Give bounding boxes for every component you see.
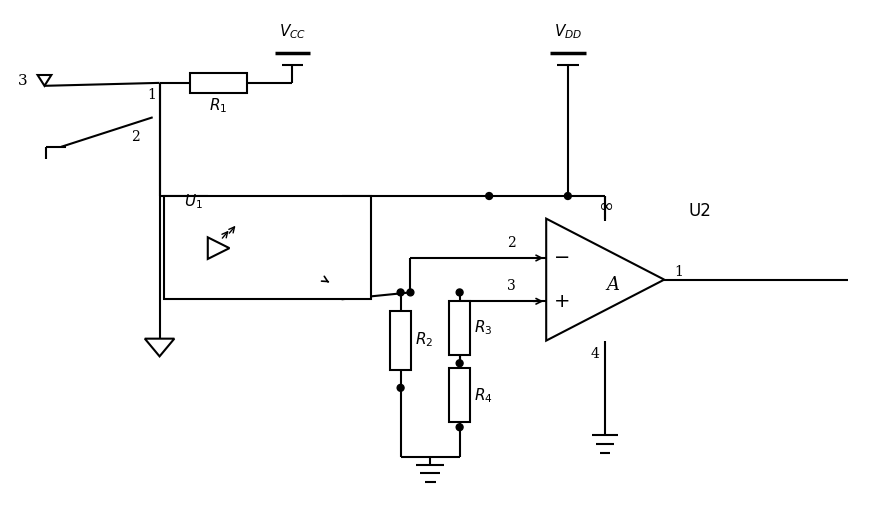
Text: $R_4$: $R_4$ [475,386,493,405]
Polygon shape [145,339,174,356]
Bar [390,310,412,370]
Polygon shape [546,218,664,341]
Text: 1: 1 [674,265,683,279]
Text: 3: 3 [18,74,28,88]
Text: 1: 1 [147,88,156,102]
Bar [449,368,470,423]
Circle shape [397,384,404,391]
Text: U2: U2 [689,202,711,220]
Bar [190,73,247,93]
Text: $U_1$: $U_1$ [184,192,203,211]
Text: 2: 2 [130,130,139,144]
Bar [164,196,371,299]
Text: 4: 4 [591,347,600,361]
Circle shape [397,289,404,296]
Text: −: − [554,248,570,267]
Bar [449,301,470,355]
Text: ∞: ∞ [598,198,613,216]
Circle shape [407,289,414,296]
Text: 2: 2 [508,236,517,250]
Text: +: + [554,292,570,311]
Circle shape [456,360,463,366]
Circle shape [486,193,493,199]
Circle shape [565,193,572,199]
Text: $R_1$: $R_1$ [210,97,228,115]
Text: A: A [607,276,620,293]
Text: $R_2$: $R_2$ [415,331,434,350]
Polygon shape [38,75,52,86]
Polygon shape [208,237,229,259]
Text: 3: 3 [508,280,517,293]
Text: $R_3$: $R_3$ [475,319,493,337]
Text: $V_{CC}$: $V_{CC}$ [279,23,306,41]
Circle shape [456,424,463,431]
Circle shape [456,289,463,296]
Text: $V_{DD}$: $V_{DD}$ [554,23,582,41]
